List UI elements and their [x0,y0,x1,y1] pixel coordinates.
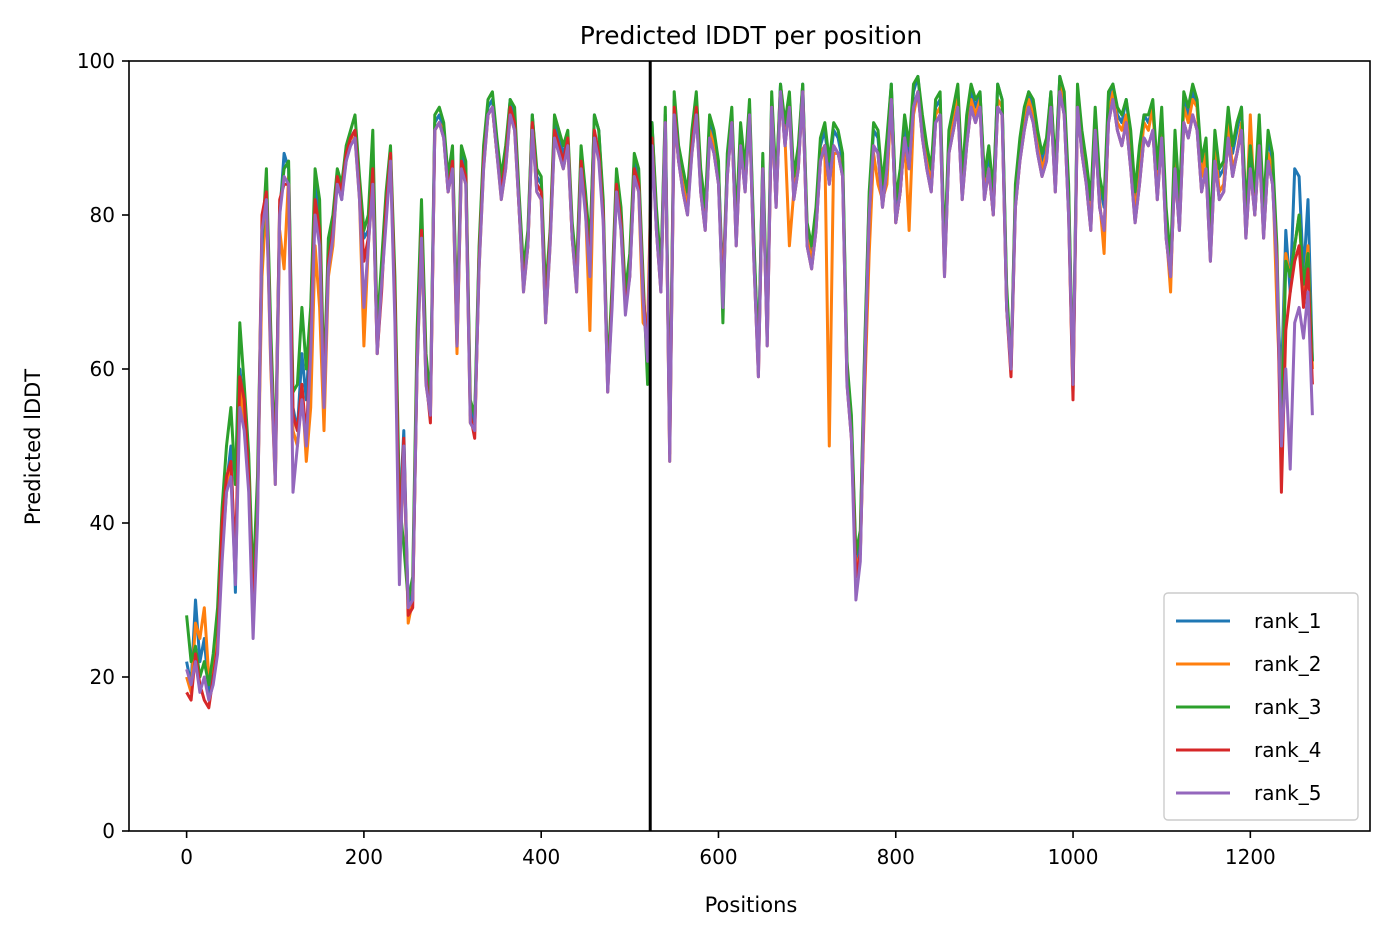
chart-title: Predicted lDDT per position [580,21,922,50]
legend: rank_1 rank_2 rank_3 rank_4 rank_5 [1163,592,1359,821]
series-line-rank_4 [185,90,1314,710]
series-line-rank_3 [185,74,1314,687]
y-tick-label: 80 [90,203,115,227]
series-line-rank_5 [185,90,1314,702]
series-line-rank_1 [185,74,1314,694]
x-tick-label: 0 [180,845,193,869]
legend-label-rank_5: rank_5 [1254,781,1321,805]
y-axis-label: Predicted lDDT [21,369,45,525]
legend-box [1163,592,1359,821]
y-tick-label: 0 [102,819,115,843]
legend-label-rank_3: rank_3 [1254,695,1321,719]
legend-label-rank_1: rank_1 [1254,609,1321,633]
x-tick-label: 400 [522,845,560,869]
series-line-rank_2 [185,82,1314,694]
legend-label-rank_2: rank_2 [1254,652,1321,676]
x-tick-label: 600 [699,845,737,869]
y-tick-label: 40 [90,511,115,535]
y-tick-label: 20 [90,665,115,689]
x-tick-label: 200 [345,845,383,869]
x-tick-label: 1000 [1048,845,1099,869]
x-axis: 0 200 400 600 800 1000 1200 [180,831,1276,869]
y-tick-label: 100 [77,49,115,73]
y-axis: 0 20 40 60 80 100 [77,49,129,843]
legend-label-rank_4: rank_4 [1254,738,1321,762]
y-tick-label: 60 [90,357,115,381]
x-axis-label: Positions [705,893,798,917]
x-tick-label: 800 [877,845,915,869]
plot-frame [128,60,1371,832]
plot-area [128,60,1371,832]
x-tick-label: 1200 [1225,845,1276,869]
series-lines [185,74,1314,710]
